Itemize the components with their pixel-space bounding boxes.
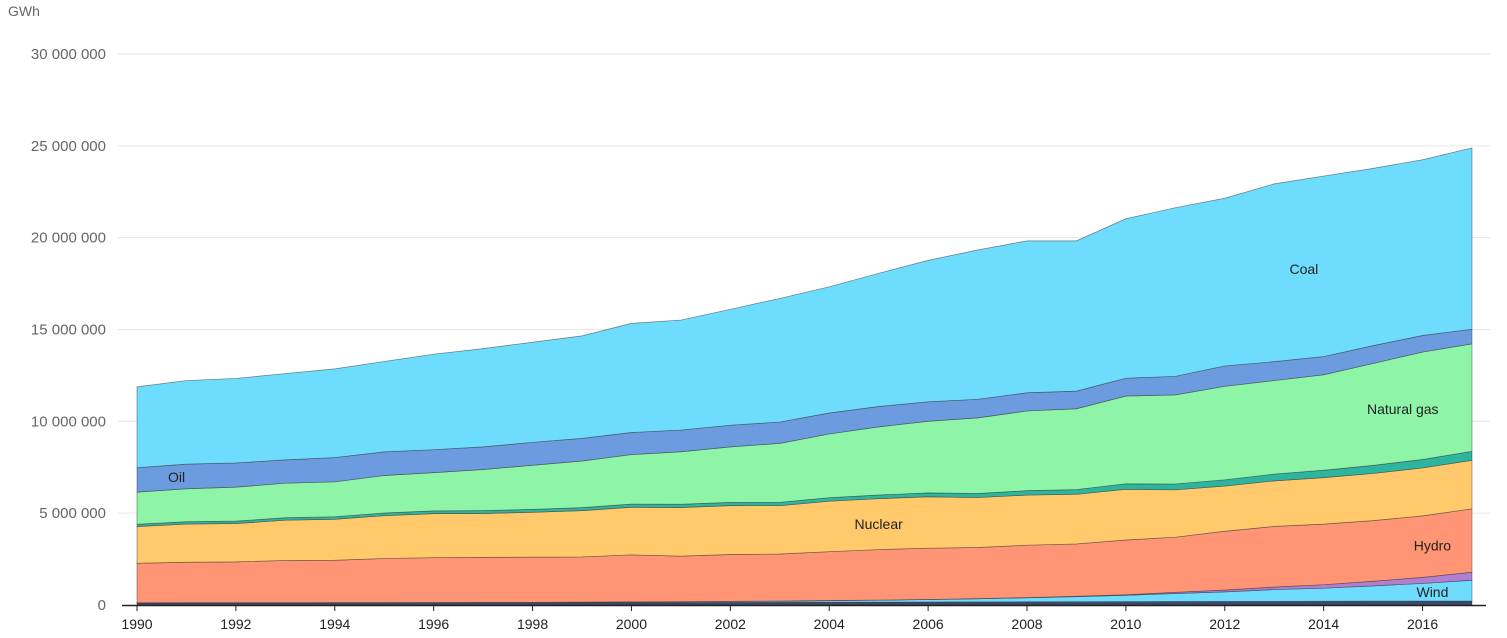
x-tick-label: 2008 (1011, 616, 1042, 632)
x-tick-label: 2000 (616, 616, 647, 632)
x-tick-label: 1994 (319, 616, 350, 632)
x-tick-label: 1998 (517, 616, 548, 632)
area-series-coal (136, 147, 1473, 469)
series-label-coal: Coal (1289, 261, 1318, 277)
x-tick-label: 1996 (418, 616, 449, 632)
area-layer (136, 147, 1473, 606)
y-tick-label: 10 000 000 (31, 413, 106, 430)
series-label-nuclear: Nuclear (855, 516, 904, 532)
x-tick-label: 2016 (1407, 616, 1438, 632)
x-tick-label: 2012 (1209, 616, 1240, 632)
y-tick-label: 20 000 000 (31, 230, 106, 247)
x-tick-label: 1990 (121, 616, 152, 632)
x-tick-label: 2006 (913, 616, 944, 632)
y-tick-label: 0 (98, 597, 106, 614)
series-label-natural_gas: Natural gas (1367, 401, 1439, 417)
axis-layer: 0 5 000 000 10 000 000 15 000 000 20 000 000… (31, 46, 1486, 632)
y-tick-label: 5 000 000 (39, 505, 106, 522)
y-tick-label: 25 000 000 (31, 138, 106, 155)
series-label-layer: Wind Hydro Nuclear Natural gas Oil Coal (168, 261, 1451, 600)
series-label-hydro: Hydro (1414, 537, 1452, 553)
x-tick-label: 2002 (715, 616, 746, 632)
x-tick-label: 1992 (220, 616, 251, 632)
y-tick-label: 15 000 000 (31, 322, 106, 339)
y-tick-label: 30 000 000 (31, 46, 106, 63)
series-label-oil: Oil (168, 469, 185, 485)
series-label-wind: Wind (1416, 584, 1448, 600)
x-tick-label: 2010 (1110, 616, 1141, 632)
x-tick-label: 2014 (1308, 616, 1339, 632)
x-tick-label: 2004 (814, 616, 845, 632)
y-axis-unit-label: GWh (8, 3, 40, 19)
